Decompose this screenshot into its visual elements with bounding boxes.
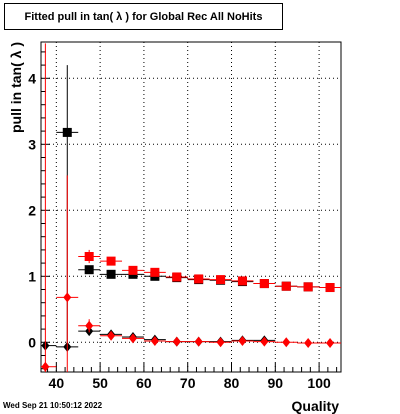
data-point-diamond xyxy=(172,336,181,347)
data-point-square xyxy=(237,276,247,286)
data-point-diamond xyxy=(63,292,72,303)
data-point-square xyxy=(216,275,226,285)
data-point-square xyxy=(106,269,116,279)
x-tick-label: 100 xyxy=(307,375,331,391)
x-tick-label: 70 xyxy=(180,375,196,391)
plot-frame xyxy=(40,41,342,373)
y-tick-label: 0 xyxy=(28,334,36,350)
data-point-diamond xyxy=(260,336,269,347)
data-points xyxy=(41,43,341,372)
data-point-square xyxy=(128,265,138,275)
data-point-square xyxy=(281,281,291,291)
y-tick-label: 3 xyxy=(28,136,36,152)
data-point-diamond xyxy=(150,335,159,346)
data-point-square xyxy=(106,256,116,266)
x-tick-label: 50 xyxy=(92,375,108,391)
data-point-square xyxy=(259,279,269,289)
series-1 xyxy=(56,65,341,347)
data-point-square xyxy=(194,274,204,284)
chart-title: Fitted pull in tan( λ ) for Global Rec A… xyxy=(4,3,283,30)
data-point-square xyxy=(84,265,94,275)
grid xyxy=(41,42,341,372)
data-point-diamond xyxy=(107,330,116,341)
y-tick-label: 4 xyxy=(28,70,36,86)
data-point-diamond xyxy=(282,337,291,348)
x-tick-label: 60 xyxy=(136,375,152,391)
data-point-square xyxy=(150,267,160,277)
series-2 xyxy=(78,249,341,293)
data-point-diamond xyxy=(128,333,137,344)
data-point-diamond xyxy=(304,337,313,348)
timestamp: Wed Sep 21 10:50:12 2022 xyxy=(3,401,103,410)
data-point-diamond xyxy=(41,361,50,372)
data-point-diamond xyxy=(85,320,94,331)
x-tick-label: 80 xyxy=(224,375,240,391)
data-point-diamond xyxy=(194,336,203,347)
y-tick-label: 1 xyxy=(28,268,36,284)
y-tick-label: 2 xyxy=(28,202,36,218)
data-point-square xyxy=(62,127,72,137)
axes: 40 50 60 70 80 90 100 0 1 2 3 4 xyxy=(28,41,342,391)
data-point-square xyxy=(303,282,313,292)
data-point-diamond xyxy=(216,337,225,348)
x-tick-label: 90 xyxy=(268,375,284,391)
series-4 xyxy=(41,43,341,372)
data-point-square xyxy=(325,283,335,293)
data-point-square xyxy=(84,252,94,261)
x-tick-label: 40 xyxy=(49,375,65,391)
x-axis-title: Quality xyxy=(292,398,340,414)
data-point-diamond xyxy=(238,335,247,346)
data-point-diamond xyxy=(326,337,335,348)
y-axis-title: pull in tan( λ ) xyxy=(8,42,24,133)
data-point-square xyxy=(172,272,182,282)
